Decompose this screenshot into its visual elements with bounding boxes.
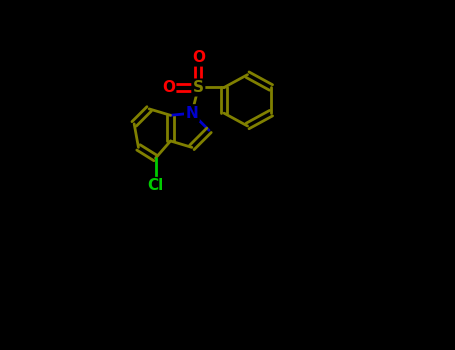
Text: Cl: Cl — [147, 178, 164, 194]
Text: O: O — [192, 50, 205, 65]
Text: S: S — [193, 80, 204, 95]
Text: O: O — [162, 80, 175, 95]
Text: N: N — [186, 106, 198, 121]
